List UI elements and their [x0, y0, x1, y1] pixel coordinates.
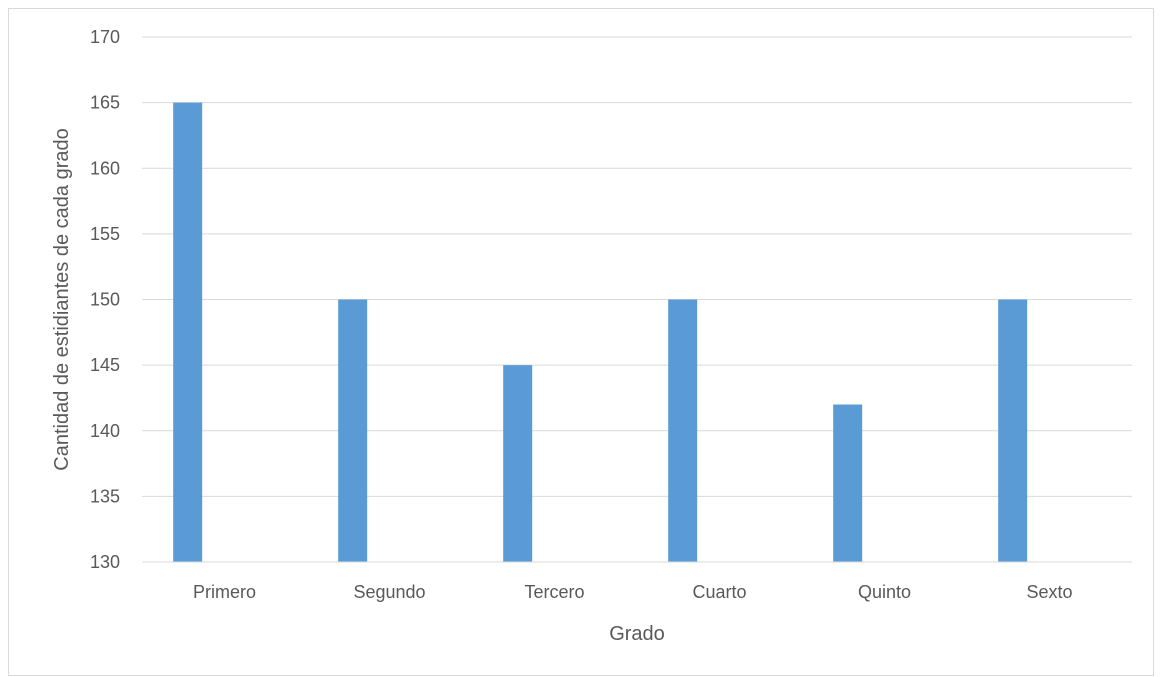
x-tick-label: Cuarto	[692, 582, 746, 602]
y-tick-label: 170	[90, 27, 120, 47]
y-tick-label: 135	[90, 486, 120, 506]
x-tick-label: Sexto	[1026, 582, 1072, 602]
y-tick-label: 160	[90, 158, 120, 178]
y-tick-label: 165	[90, 93, 120, 113]
x-tick-label: Tercero	[524, 582, 584, 602]
bars	[173, 102, 1028, 562]
y-tick-label: 130	[90, 552, 120, 572]
y-tick-label: 150	[90, 290, 120, 310]
gridlines	[142, 36, 1132, 497]
y-tick-label: 145	[90, 355, 120, 375]
bar-tercero	[503, 365, 533, 562]
bar-cuarto	[668, 299, 698, 562]
bar-segundo	[338, 299, 368, 562]
bar-primero	[173, 102, 203, 562]
x-tick-label: Primero	[193, 582, 256, 602]
y-axis-ticks: 130 135 140 145 150 155 160 165 170	[90, 27, 120, 572]
y-axis-title: Cantidad de estidiantes de cada grado	[51, 128, 73, 470]
bar-quinto	[833, 404, 863, 562]
x-tick-label: Quinto	[858, 582, 911, 602]
y-tick-label: 140	[90, 421, 120, 441]
x-axis-ticks: Primero Segundo Tercero Cuarto Quinto Sexto	[193, 582, 1073, 602]
bar-sexto	[998, 299, 1028, 562]
y-tick-label: 155	[90, 224, 120, 244]
x-axis-title: Grado	[609, 623, 665, 645]
x-tick-label: Segundo	[353, 582, 425, 602]
